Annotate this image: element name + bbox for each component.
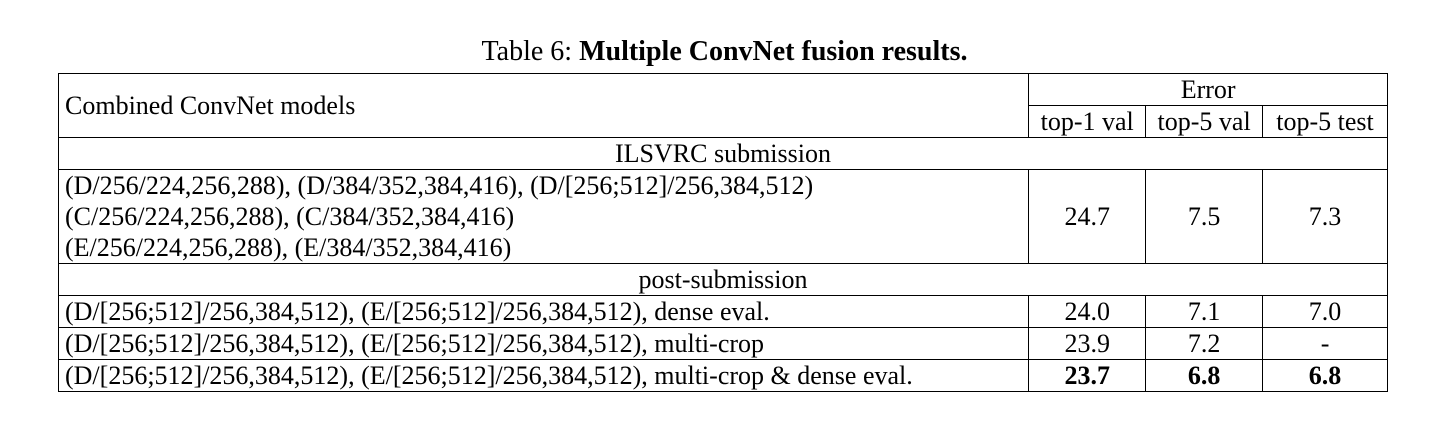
header-top5-val: top-5 val [1145,105,1264,138]
header-top1-val: top-1 val [1028,105,1147,138]
caption-prefix: Table 6: [481,36,580,67]
header-top5-test: top-5 test [1262,105,1388,138]
top1-val-cell: 23.9 [1028,327,1147,360]
top5-val-cell: 7.5 [1145,169,1264,264]
table-row-best: (D/[256;512]/256,384,512), (E/[256;512]/… [57,359,1388,392]
top5-test-cell: 7.0 [1262,295,1388,328]
header-row-1: Combined ConvNet models Error [57,73,1388,138]
models-cell: (D/[256;512]/256,384,512), (E/[256;512]/… [57,359,1030,392]
header-combined-models: Combined ConvNet models [57,73,1030,138]
top5-val-cell: 7.1 [1145,295,1264,328]
fusion-results-table: Combined ConvNet models Error top-1 val … [57,73,1388,392]
models-cell: (D/[256;512]/256,384,512), (E/[256;512]/… [57,327,1030,360]
models-line: (E/256/224,256,288), (E/384/352,384,416) [65,233,512,262]
top1-val-cell: 24.7 [1028,169,1147,264]
section-row-post-submission: post-submission [58,263,1388,296]
header-row-2: top-1 val top-5 val top-5 test [59,105,1388,138]
table-caption: Table 6: Multiple ConvNet fusion results… [0,34,1449,70]
section-label: post-submission [58,263,1388,296]
top5-test-cell: 7.3 [1262,169,1388,264]
models-cell: (D/256/224,256,288), (D/384/352,384,416)… [57,169,1030,264]
table-row: (D/[256;512]/256,384,512), (E/[256;512]/… [57,327,1388,360]
top5-test-cell: - [1262,327,1388,360]
models-line: (D/256/224,256,288), (D/384/352,384,416)… [65,171,814,200]
section-label: ILSVRC submission [58,137,1388,170]
top5-val-cell: 7.2 [1145,327,1264,360]
models-cell: (D/[256;512]/256,384,512), (E/[256;512]/… [57,295,1030,328]
top1-val-cell: 24.0 [1028,295,1147,328]
models-line: (C/256/224,256,288), (C/384/352,384,416) [65,202,515,231]
caption-title: Multiple ConvNet fusion results. [579,36,968,67]
top1-val-cell-best: 23.7 [1028,359,1147,392]
section-row-ilsvrc: ILSVRC submission [58,137,1388,170]
header-error: Error [1028,73,1388,106]
top5-test-cell-best: 6.8 [1262,359,1388,392]
table-row: (D/[256;512]/256,384,512), (E/[256;512]/… [57,295,1388,328]
top5-val-cell-best: 6.8 [1145,359,1264,392]
table-row: (D/256/224,256,288), (D/384/352,384,416)… [57,169,1388,264]
